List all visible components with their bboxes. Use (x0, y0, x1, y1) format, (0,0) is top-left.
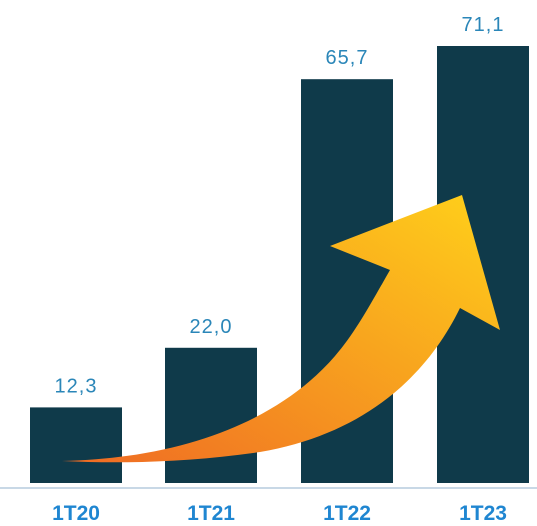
bars-layer (30, 46, 529, 483)
value-label: 71,1 (462, 14, 505, 36)
bar-1T20 (30, 407, 122, 483)
value-label: 65,7 (326, 47, 369, 69)
labels-layer: 12,3 1T20 22,0 1T21 65,7 1T22 71,1 1T23 (52, 14, 507, 525)
bar-1T21 (165, 347, 257, 483)
rising-arrow-icon (62, 195, 500, 463)
value-label: 22,0 (190, 316, 233, 338)
category-label: 1T20 (52, 502, 100, 525)
value-label: 12,3 (55, 375, 98, 397)
category-label: 1T21 (187, 502, 235, 525)
category-label: 1T23 (459, 502, 507, 525)
category-label: 1T22 (323, 502, 371, 525)
